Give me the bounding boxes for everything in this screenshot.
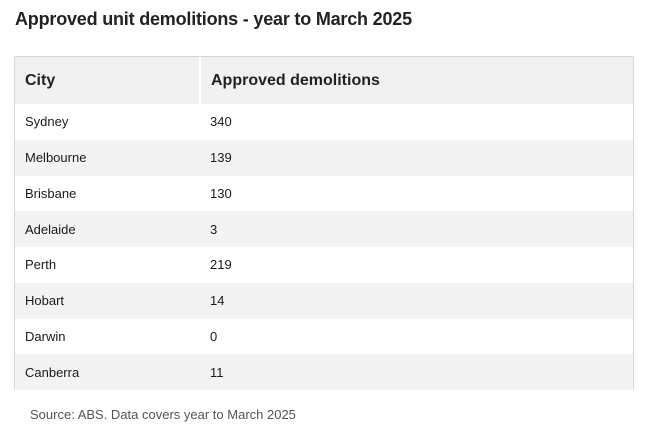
table-row: Perth 219 [15,247,633,283]
table-row: Adelaide 3 [15,211,633,247]
value-cell: 139 [210,150,232,166]
value-cell: 219 [210,257,232,273]
city-cell: Brisbane [25,185,77,201]
table-row: Brisbane 130 [15,175,633,212]
value-cell: 0 [210,328,218,344]
table-row: Darwin 0 [15,318,633,355]
value-cell: 340 [210,114,232,130]
table-header: City Approved demolitions [15,57,633,104]
header-row: City Approved demolitions [15,57,633,104]
table-row: Hobart 14 [15,282,633,319]
chart-title: Approved unit demolitions - year to Marc… [15,9,412,29]
city-cell: Sydney [25,114,69,130]
city-cell: Adelaide [25,221,76,237]
city-cell: Melbourne [25,150,87,166]
value-cell: 14 [210,293,225,309]
value-cell: 130 [210,185,232,201]
table-row: Melbourne 139 [15,139,633,176]
table-row: Canberra 11 [15,354,633,390]
city-cell: Perth [25,257,57,273]
city-cell: Canberra [25,364,80,380]
column-header-approved-demolitions: Approved demolitions [199,57,633,104]
value-cell: 11 [210,364,224,380]
city-cell: Darwin [25,328,66,344]
source-note: Source: ABS. Data covers year to March 2… [30,407,296,422]
table-row: Sydney 340 [15,104,633,140]
data-table-container: City Approved demolitions Sydney 340 Mel… [14,56,634,390]
value-cell: 3 [210,221,218,237]
column-header-city: City [25,71,56,89]
city-cell: Hobart [25,293,65,309]
table-body: Sydney 340 Melbourne 139 Brisbane 130 Ad… [15,104,633,390]
data-table: City Approved demolitions Sydney 340 Mel… [15,57,633,390]
